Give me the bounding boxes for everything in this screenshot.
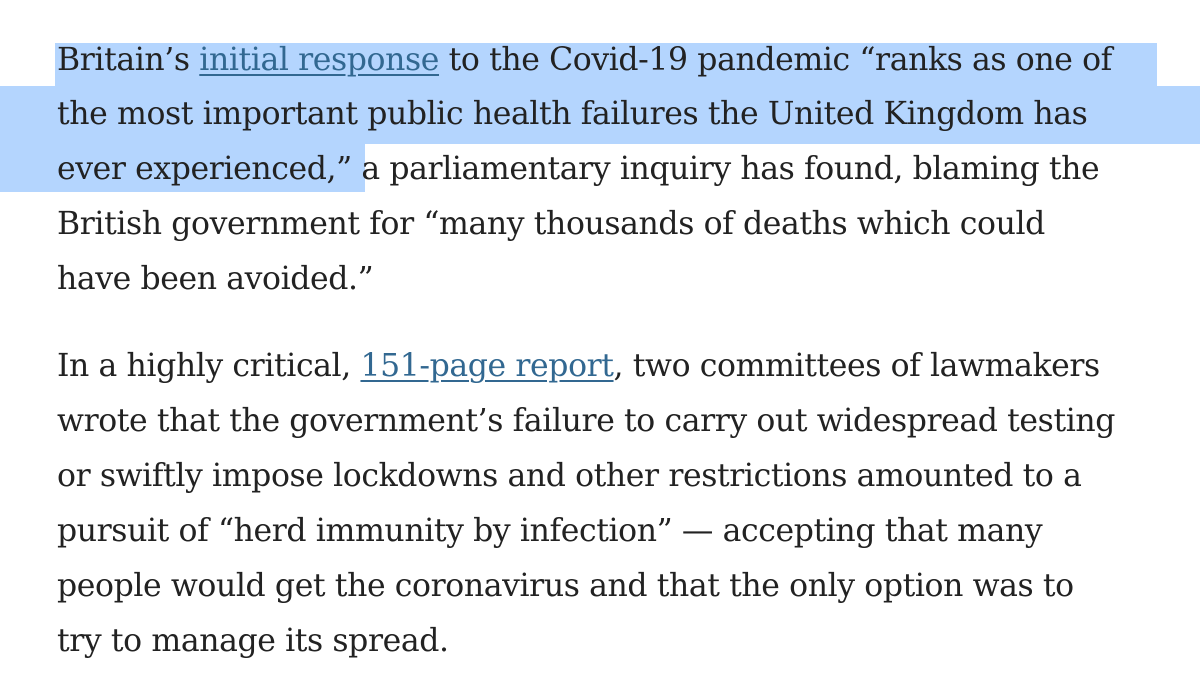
- paragraph-line: In a highly critical, 151-page report, t…: [57, 339, 1177, 394]
- initial-response-link[interactable]: initial response: [199, 42, 440, 78]
- article-body: Britain’s initial response to the Covid-…: [57, 34, 1177, 669]
- article-paragraph: Britain’s initial response to the Covid-…: [57, 34, 1177, 307]
- text-run: to the Covid-19 pandemic “ranks as one o…: [439, 42, 1113, 78]
- paragraph-line: British government for “many thousands o…: [57, 206, 1045, 242]
- paragraph-line: wrote that the government’s failure to c…: [57, 403, 1116, 439]
- paragraph-line: the most important public health failure…: [57, 96, 1088, 132]
- paragraph-line: or swiftly impose lockdowns and other re…: [57, 458, 1082, 494]
- paragraph-line: ever experienced,” a parliamentary inqui…: [57, 151, 1100, 187]
- text-run: In a highly critical,: [57, 348, 361, 384]
- paragraph-line: have been avoided.”: [57, 261, 374, 297]
- text-selection-highlight: [0, 144, 365, 192]
- text-selection-highlight: [55, 43, 1157, 86]
- paragraph-line: Britain’s initial response to the Covid-…: [57, 34, 1177, 87]
- paragraph-line: people would get the coronavirus and tha…: [57, 568, 1074, 604]
- paragraph-line: try to manage its spread.: [57, 623, 449, 659]
- paragraph-line: pursuit of “herd immunity by infection” …: [57, 513, 1043, 549]
- report-link[interactable]: 151-page report: [360, 348, 614, 384]
- text-run: , two committees of lawmakers: [613, 348, 1101, 384]
- text-run: Britain’s: [57, 42, 200, 78]
- text-selection-highlight: [0, 86, 1200, 144]
- article-paragraph: In a highly critical, 151-page report, t…: [57, 339, 1177, 669]
